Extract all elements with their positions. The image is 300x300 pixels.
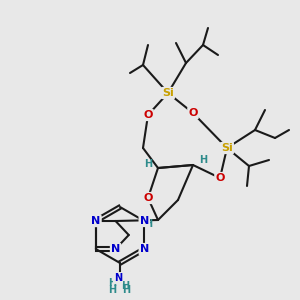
Text: H: H (108, 285, 116, 295)
Text: H: H (108, 278, 116, 288)
Text: O: O (143, 110, 153, 120)
Text: H: H (122, 285, 130, 295)
Text: H: H (121, 281, 129, 291)
Text: H: H (144, 159, 152, 169)
Text: N: N (91, 216, 101, 226)
Text: N: N (111, 244, 120, 254)
Text: O: O (143, 193, 153, 203)
Text: O: O (188, 108, 198, 118)
Text: Si: Si (162, 88, 174, 98)
Text: H: H (199, 155, 207, 165)
Text: Si: Si (221, 143, 233, 153)
Text: N: N (114, 273, 122, 283)
Text: O: O (215, 173, 225, 183)
Text: N: N (140, 244, 149, 254)
Text: N: N (140, 216, 149, 226)
Text: N: N (91, 216, 101, 226)
Text: H: H (144, 219, 152, 229)
